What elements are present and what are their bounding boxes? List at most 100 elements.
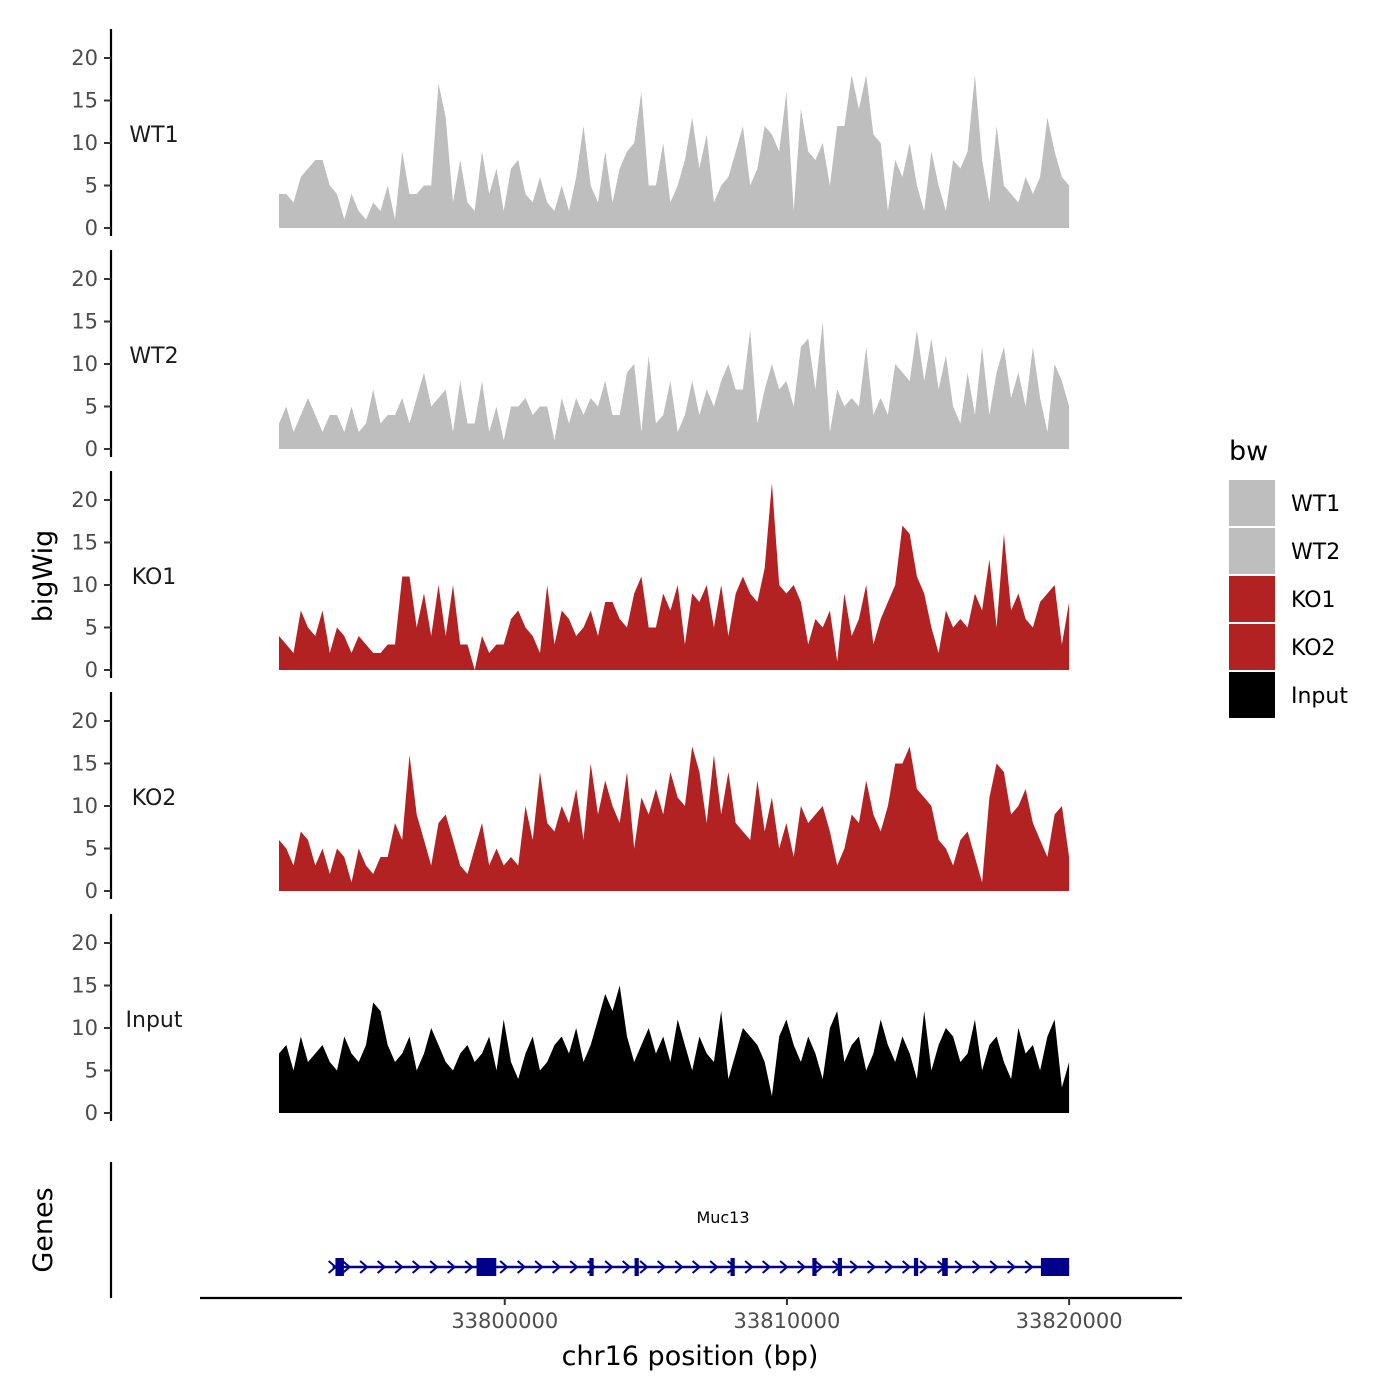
track-wt2: 0 5 10 15 20 WT2 (71, 250, 1070, 461)
strand-arrow (376, 1260, 387, 1274)
y-tick-label: 15 (71, 310, 98, 334)
track-label: WT2 (129, 344, 178, 369)
strand-arrow (866, 1260, 877, 1274)
x-ticks: 33800000 33810000 33820000 (451, 1298, 1123, 1333)
coverage-tracks: 0 5 10 15 20 WT1 0 5 10 15 20 WT2 0 5 10 15 20 KO1 0 5 10 15 2… (71, 29, 1070, 1125)
y-tick-label: 0 (85, 216, 98, 240)
strand-arrow (674, 1260, 684, 1274)
strand-arrow (411, 1260, 422, 1274)
legend-item-ko2: KO2 (1229, 624, 1336, 670)
legend-swatch (1229, 672, 1275, 718)
gene-exon (335, 1258, 344, 1276)
y-tick-label: 0 (85, 879, 98, 903)
coverage-area-wt1 (279, 75, 1070, 228)
legend-item-ko1: KO1 (1229, 576, 1336, 622)
x-tick-label: 33820000 (1016, 1309, 1123, 1333)
gene-model (327, 1258, 1070, 1276)
x-tick-label: 33800000 (451, 1309, 558, 1333)
strand-arrow (516, 1260, 527, 1274)
x-tick-label: 33810000 (733, 1309, 840, 1333)
track-ko1: 0 5 10 15 20 KO1 (71, 471, 1070, 682)
strand-arrow (709, 1260, 719, 1274)
y-tick-label: 5 (85, 395, 98, 419)
strand-arrow (796, 1260, 807, 1274)
legend-title: bw (1229, 436, 1268, 467)
y-tick-label: 5 (85, 837, 98, 861)
strand-arrow (639, 1260, 649, 1274)
y-tick-label: 15 (71, 89, 98, 113)
legend-swatch (1229, 480, 1275, 526)
strand-arrow (744, 1260, 754, 1274)
strand-arrow (919, 1260, 929, 1274)
strand-arrow (499, 1260, 509, 1274)
x-axis: 33800000 33810000 33820000 chr16 position … (200, 1296, 1182, 1372)
strand-arrow (394, 1260, 404, 1274)
strand-arrow (1006, 1260, 1017, 1274)
coverage-area-ko2 (279, 746, 1070, 891)
genes-axis-title: Genes (28, 1187, 59, 1272)
strand-arrow (341, 1260, 352, 1274)
track-wt1: 0 5 10 15 20 WT1 (71, 29, 1070, 240)
legend-label: WT1 (1291, 492, 1340, 517)
strand-arrow (604, 1260, 614, 1274)
y-tick-label: 20 (71, 709, 98, 733)
strand-arrow (1024, 1260, 1034, 1274)
y-tick-label: 20 (71, 46, 98, 70)
legend: bw WT1 WT2 KO1 KO2 Input (1229, 436, 1348, 718)
track-ko2: 0 5 10 15 20 KO2 (71, 692, 1070, 903)
track-label: KO2 (132, 786, 177, 811)
y-tick-label: 20 (71, 488, 98, 512)
y-axis-title: bigWig (28, 530, 59, 623)
legend-item-wt1: WT1 (1229, 480, 1340, 526)
strand-arrow (551, 1260, 562, 1274)
gene-exon (589, 1258, 594, 1276)
track-input: 0 5 10 15 20 Input (71, 914, 1070, 1125)
y-tick-label: 10 (71, 794, 98, 818)
legend-swatch (1229, 624, 1275, 670)
legend-label: KO2 (1291, 636, 1336, 661)
coverage-area-wt2 (279, 321, 1070, 449)
gene-exon (730, 1258, 735, 1276)
strand-arrow (464, 1260, 474, 1274)
strand-arrow (971, 1260, 982, 1274)
strand-arrow (534, 1260, 544, 1274)
strand-arrow (569, 1260, 579, 1274)
strand-arrow (761, 1260, 772, 1274)
strand-arrow (849, 1260, 859, 1274)
y-tick-label: 0 (85, 437, 98, 461)
strand-arrow (359, 1260, 369, 1274)
y-tick-label: 15 (71, 752, 98, 776)
y-tick-label: 5 (85, 1059, 98, 1083)
strand-arrow (656, 1260, 667, 1274)
strand-arrow (691, 1260, 702, 1274)
strand-arrow (884, 1260, 894, 1274)
y-tick-label: 20 (71, 931, 98, 955)
gene-exon (634, 1258, 639, 1276)
strand-arrow (814, 1260, 824, 1274)
track-label: WT1 (129, 123, 178, 148)
y-tick-label: 0 (85, 658, 98, 682)
strand-arrow (621, 1260, 632, 1274)
strand-arrow (327, 1260, 338, 1274)
strand-arrow (429, 1260, 439, 1274)
x-axis-title: chr16 position (bp) (562, 1341, 819, 1372)
legend-label: KO1 (1291, 588, 1336, 613)
gene-exon (837, 1258, 842, 1276)
y-tick-label: 10 (71, 573, 98, 597)
strand-arrow (954, 1260, 964, 1274)
gene-exon (812, 1258, 817, 1276)
legend-item-wt2: WT2 (1229, 528, 1340, 574)
strand-arrow (989, 1260, 999, 1274)
y-tick-label: 10 (71, 131, 98, 155)
gene-exon (1040, 1258, 1070, 1276)
y-tick-label: 5 (85, 616, 98, 640)
y-tick-label: 0 (85, 1101, 98, 1125)
gene-exon (913, 1258, 919, 1276)
gene-exon (942, 1258, 948, 1276)
strand-arrow (901, 1260, 912, 1274)
track-label: KO1 (132, 565, 177, 590)
legend-items: WT1 WT2 KO1 KO2 Input (1229, 480, 1348, 718)
legend-label: WT2 (1291, 540, 1340, 565)
strand-arrow (446, 1260, 457, 1274)
